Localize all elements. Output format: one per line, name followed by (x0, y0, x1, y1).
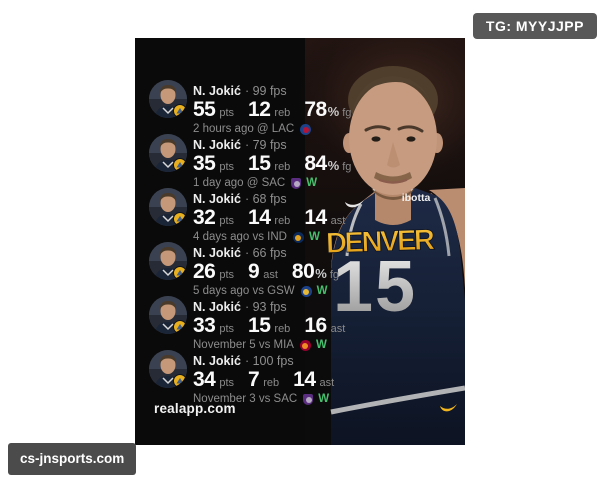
player-name: N. Jokić (193, 138, 241, 152)
nike-swoosh-icon (345, 200, 364, 208)
fantasy-points: · 100 fps (244, 354, 294, 368)
stat: 14 ast (304, 206, 346, 229)
stat: 26 pts (193, 260, 235, 283)
stat: 15 reb (248, 314, 291, 337)
fantasy-points: · 66 fps (244, 246, 287, 260)
game-row: N. Jokić · 99 fps 55 pts 12 reb 78% fg 2 hou… (149, 80, 454, 138)
win-badge: W (318, 393, 330, 405)
game-info: 2 hours ago @ LAC (193, 123, 295, 135)
stat: 33 pts (193, 314, 235, 337)
win-badge: W (315, 339, 327, 351)
game-info: 5 days ago vs GSW (193, 285, 295, 297)
stat: 80% fg (291, 260, 340, 283)
game-row: N. Jokić · 100 fps 34 pts 7 reb 14 ast Novem… (149, 350, 454, 408)
player-avatar (149, 134, 187, 172)
fantasy-points: · 93 fps (244, 300, 287, 314)
win-badge: W (316, 285, 328, 297)
player-avatar (149, 188, 187, 226)
game-row: N. Jokić · 68 fps 32 pts 14 reb 14 ast 4 day… (149, 188, 454, 246)
player-avatar (149, 350, 187, 388)
shorts-swoosh-icon (440, 404, 457, 412)
stat: 7 reb (248, 368, 280, 391)
game-row: N. Jokić · 66 fps 26 pts 9 ast 80% fg 5 days… (149, 242, 454, 300)
stat: 34 pts (193, 368, 235, 391)
fantasy-points: · 68 fps (244, 192, 287, 206)
stat: 35 pts (193, 152, 235, 175)
game-info: November 5 vs MIA (193, 339, 294, 351)
jersey (331, 188, 465, 445)
game-row: N. Jokić · 93 fps 33 pts 15 reb 16 ast Novem… (149, 296, 454, 354)
stat: 14 ast (293, 368, 335, 391)
eyes (371, 136, 381, 142)
player-name: N. Jokić (193, 354, 241, 368)
stat: 78% fg (304, 98, 352, 121)
watermark-url: realapp.com (154, 401, 236, 416)
player-avatar (149, 296, 187, 334)
jersey-hem-stripe (330, 385, 465, 415)
eyebrows (364, 125, 391, 132)
stats-graphic: ibotta DENVER 15 N. Jokić · 99 fps 55 pts … (135, 38, 465, 445)
game-info: 1 day ago @ SAC (193, 177, 286, 189)
fantasy-points: · 99 fps (244, 84, 287, 98)
player-name: N. Jokić (193, 300, 241, 314)
jersey-sponsor: ibotta (402, 192, 431, 204)
team-logo-gsw (300, 286, 312, 297)
stat: 32 pts (193, 206, 235, 229)
team-logo-mia (299, 340, 311, 351)
team-logo-sac (291, 178, 302, 189)
player-name: N. Jokić (193, 246, 241, 260)
player-avatar (149, 80, 187, 118)
beard (371, 188, 415, 200)
game-info: November 3 vs SAC (193, 393, 298, 405)
stat: 9 ast (248, 260, 278, 283)
telegram-badge: TG: MYYJJPP (472, 13, 597, 39)
game-row: N. Jokić · 79 fps 35 pts 15 reb 84% fg 1 day… (149, 134, 454, 192)
site-url-badge: cs-jnsports.com (8, 443, 137, 475)
jersey-wordmark: DENVER (325, 224, 436, 260)
stat: 84% fg (304, 152, 352, 175)
win-badge: W (306, 177, 318, 189)
nose (387, 142, 400, 168)
game-log-list: N. Jokić · 99 fps 55 pts 12 reb 78% fg 2 hou… (149, 80, 454, 408)
stat: 16 ast (304, 314, 346, 337)
team-logo-ind (292, 232, 304, 243)
team-logo-sac (303, 394, 314, 405)
game-info: 4 days ago vs IND (193, 231, 287, 243)
mouth (378, 178, 408, 184)
jersey-number: 15 (333, 247, 417, 327)
player-avatar (149, 242, 187, 280)
stat: 12 reb (248, 98, 291, 121)
stat: 15 reb (248, 152, 291, 175)
stat: 55 pts (193, 98, 235, 121)
player-name: N. Jokić (193, 84, 241, 98)
win-badge: W (308, 231, 320, 243)
team-logo-lac (300, 124, 312, 135)
face (349, 81, 437, 195)
player-name: N. Jokić (193, 192, 241, 206)
stat: 14 reb (248, 206, 291, 229)
fantasy-points: · 79 fps (244, 138, 287, 152)
player-photo: ibotta DENVER 15 (135, 38, 465, 445)
